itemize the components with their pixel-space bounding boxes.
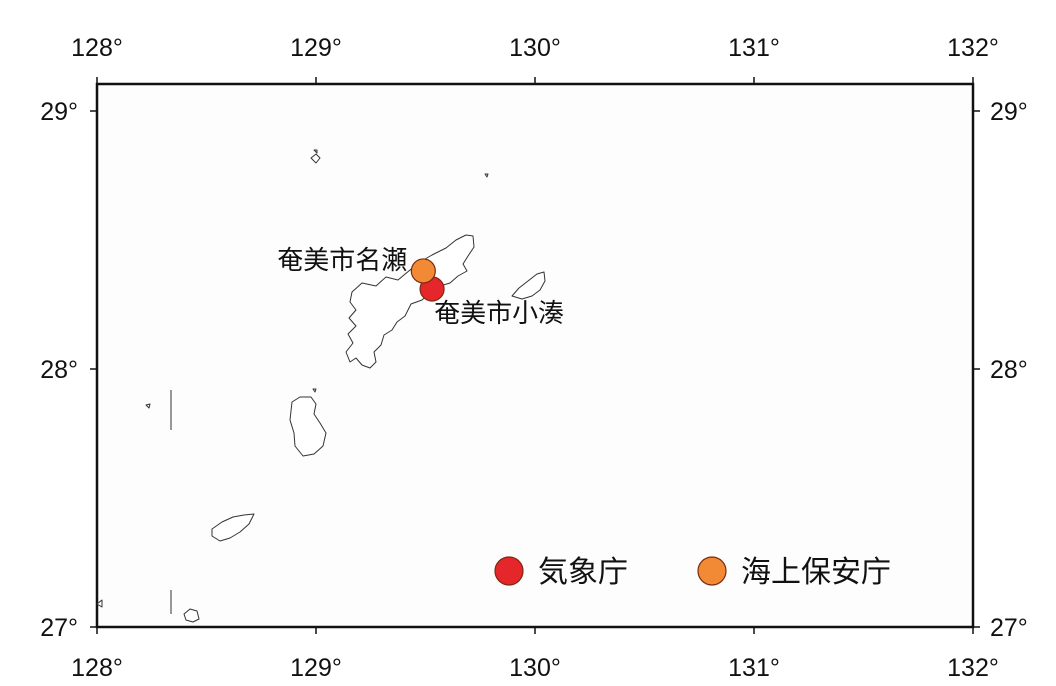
legend-label-coast_guard: 海上保安庁 bbox=[741, 555, 891, 590]
lat-tick-label-left: 29° bbox=[40, 98, 78, 126]
lon-tick-label-bottom: 131° bbox=[728, 654, 780, 682]
station-label: 奄美市小湊 bbox=[434, 299, 564, 329]
lon-tick-label-top: 131° bbox=[728, 34, 780, 62]
lat-tick-label-left: 28° bbox=[40, 356, 78, 384]
lon-tick-label-bottom: 130° bbox=[509, 654, 561, 682]
legend-label-jma: 気象庁 bbox=[538, 555, 628, 590]
legend-marker-jma bbox=[494, 556, 524, 586]
islet-southwest bbox=[96, 599, 103, 608]
lat-tick-label-left: 27° bbox=[40, 614, 78, 642]
station-marker bbox=[410, 258, 436, 284]
yoronjima-coastline bbox=[183, 608, 200, 623]
lon-tick-label-bottom: 132° bbox=[947, 654, 999, 682]
lat-ticks-left: 29° 28° 27° bbox=[40, 98, 97, 642]
lon-tick-label-top: 128° bbox=[71, 34, 123, 62]
lat-tick-label-right: 27° bbox=[990, 614, 1028, 642]
lon-tick-label-bottom: 128° bbox=[71, 654, 123, 682]
lon-tick-label-top: 129° bbox=[290, 34, 342, 62]
tokunoshima-coastline bbox=[289, 396, 327, 457]
lat-tick-label-right: 29° bbox=[990, 98, 1028, 126]
lat-ticks-right: 29° 28° 27° bbox=[973, 98, 1028, 642]
islet-west bbox=[145, 403, 151, 409]
lon-ticks-top: 128° 129° 130° 131° 132° bbox=[71, 34, 999, 84]
lon-tick-label-top: 130° bbox=[509, 34, 561, 62]
okinoerabujima-coastline bbox=[211, 513, 255, 542]
legend: 気象庁 海上保安庁 bbox=[494, 555, 891, 590]
lon-tick-label-bottom: 129° bbox=[290, 654, 342, 682]
islet-north-2 bbox=[313, 149, 318, 154]
islet-north bbox=[310, 153, 321, 164]
lon-ticks-bottom: 128° 129° 130° 131° 132° bbox=[71, 627, 999, 682]
coastlines bbox=[96, 149, 546, 623]
lat-tick-label-right: 28° bbox=[990, 356, 1028, 384]
map-frame bbox=[95, 82, 975, 629]
lon-tick-label-top: 132° bbox=[947, 34, 999, 62]
islet-mid bbox=[312, 388, 317, 393]
amami-oshima-coastline bbox=[345, 234, 475, 369]
islet-east bbox=[484, 173, 489, 178]
station-label: 奄美市名瀬 bbox=[277, 246, 407, 276]
legend-marker-coast_guard bbox=[697, 556, 727, 586]
kikaijima-coastline bbox=[511, 271, 546, 300]
